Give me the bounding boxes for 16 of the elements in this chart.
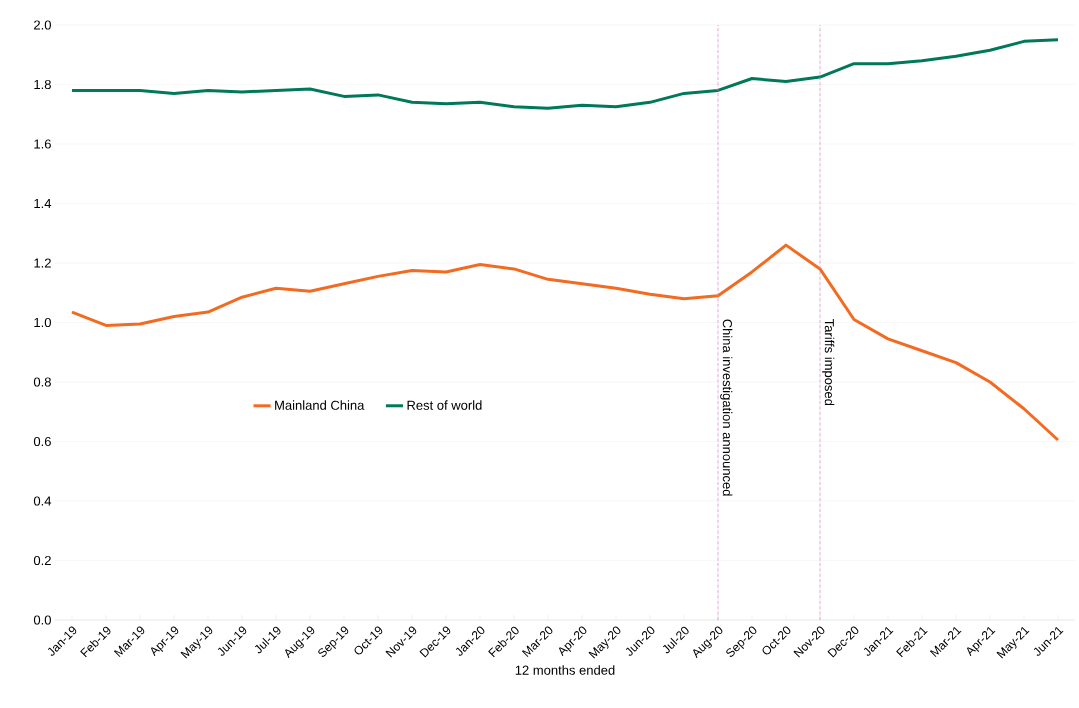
y-tick-label: 0.4	[33, 496, 52, 506]
x-axis-title: 12 months ended	[515, 665, 615, 675]
y-tick-label: 0.2	[33, 555, 51, 566]
ref-line-label: Tariffs imposed	[822, 319, 835, 406]
y-tick-label: 1.2	[34, 258, 51, 268]
ref-line-label: China investigation announced	[720, 319, 733, 496]
y-tick-label: 0.0	[33, 615, 51, 625]
y-tick-label: 1.8	[34, 79, 51, 90]
y-tick-label: 0.8	[33, 377, 51, 387]
legend-label: Rest of world	[407, 400, 482, 410]
legend-label: Mainland China	[275, 400, 365, 410]
y-tick-label: 2.0	[34, 20, 51, 30]
y-tick-label: 0.6	[33, 436, 51, 447]
y-tick-label: 1.0	[34, 317, 51, 328]
y-tick-label: 1.6	[34, 139, 51, 149]
y-tick-label: 1.4	[34, 199, 52, 208]
